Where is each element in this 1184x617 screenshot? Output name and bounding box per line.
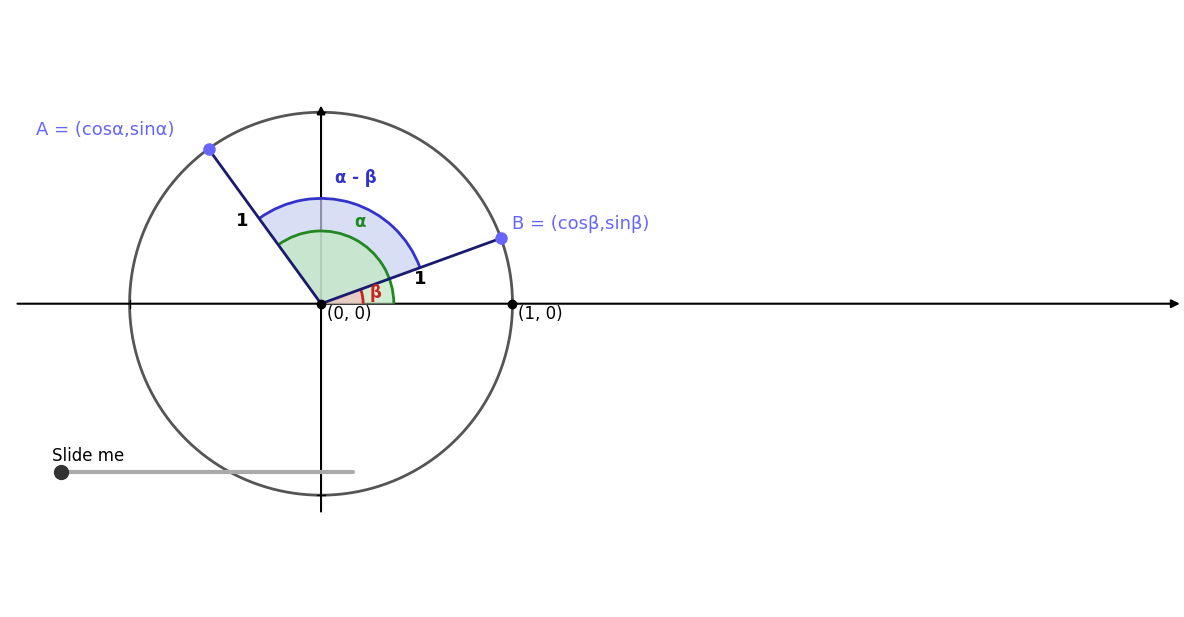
Text: 1: 1 [236, 212, 247, 230]
Text: 1: 1 [414, 270, 426, 288]
Text: (0, 0): (0, 0) [327, 305, 372, 323]
Text: α - β: α - β [335, 168, 378, 186]
Wedge shape [259, 199, 420, 304]
Text: (1, 0): (1, 0) [519, 305, 562, 323]
Wedge shape [321, 289, 363, 304]
Wedge shape [278, 231, 394, 304]
Text: A = (cosα,sinα): A = (cosα,sinα) [36, 122, 174, 139]
Text: β: β [369, 284, 381, 302]
Text: Slide me: Slide me [52, 447, 124, 465]
Text: B = (cosβ,sinβ): B = (cosβ,sinβ) [513, 215, 650, 233]
Text: α: α [354, 213, 366, 231]
